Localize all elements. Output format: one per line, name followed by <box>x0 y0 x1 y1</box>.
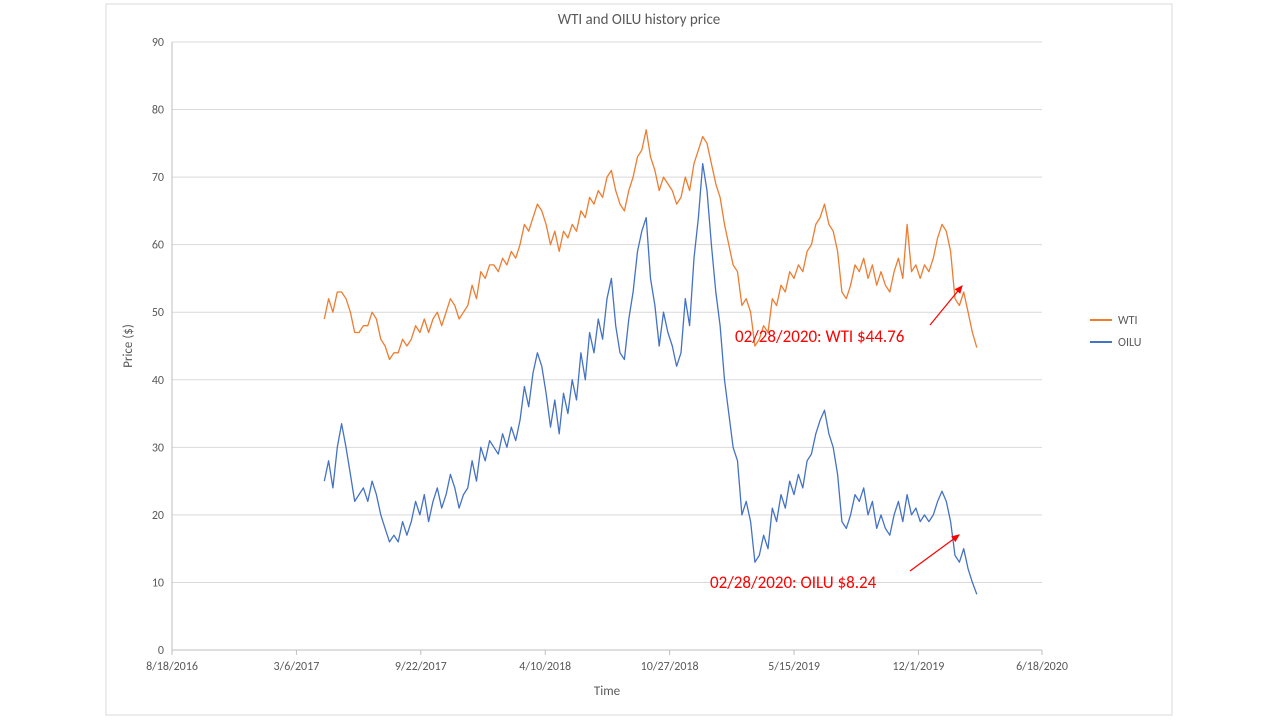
legend-label: OILU <box>1118 336 1141 350</box>
y-tick-label: 60 <box>152 239 164 253</box>
x-tick-label: 6/18/2020 <box>1016 660 1068 674</box>
x-axis-title: Time <box>594 684 620 699</box>
annotation-arrow <box>930 286 962 325</box>
chart-border <box>106 4 1172 715</box>
x-tick-label: 3/6/2017 <box>274 660 320 674</box>
x-tick-label: 12/1/2019 <box>893 660 945 674</box>
x-tick-label: 9/22/2017 <box>395 660 447 674</box>
annotation-text: 02/28/2020: OILU $8.24 <box>710 572 877 593</box>
y-axis-title: Price ($) <box>121 324 136 368</box>
y-tick-label: 40 <box>152 374 164 388</box>
x-tick-label: 4/10/2018 <box>519 660 571 674</box>
y-tick-label: 80 <box>152 104 164 118</box>
price-history-chart: WTI and OILU history price 0 10 20 30 40 50 60 7… <box>0 0 1280 720</box>
y-tick-label: 90 <box>152 36 164 50</box>
y-tick-label: 30 <box>152 441 164 455</box>
y-tick-label: 50 <box>152 306 164 320</box>
x-tick-label: 8/18/2016 <box>146 660 198 674</box>
y-tick-label: 20 <box>152 509 164 523</box>
y-tick-label: 70 <box>152 171 164 185</box>
x-tick-label: 5/15/2019 <box>768 660 820 674</box>
y-tick-label: 10 <box>152 576 164 590</box>
chart-title: WTI and OILU history price <box>558 11 721 29</box>
series-oilu <box>324 164 977 595</box>
annotation-text: 02/28/2020: WTI $44.76 <box>735 326 905 347</box>
y-tick-label: 0 <box>158 644 164 658</box>
x-tick-label: 10/27/2018 <box>641 660 699 674</box>
annotation-arrow <box>910 535 959 571</box>
legend-label: WTI <box>1118 314 1138 328</box>
